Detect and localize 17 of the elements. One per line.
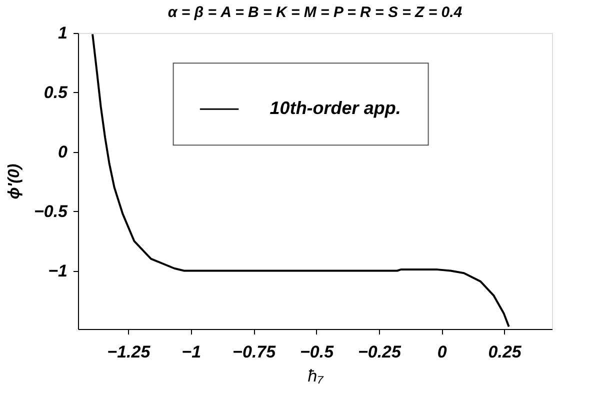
x-tick-label: −0.5 (300, 342, 334, 362)
chart-title: α = β = A = B = K = M = P = R = S = Z = 0.4 (168, 4, 463, 21)
x-tick-label: −0.75 (232, 342, 276, 362)
line-series (92, 33, 510, 328)
y-axis-title: ϕ'(0) (6, 164, 23, 200)
y-tick-label: 1 (58, 24, 68, 42)
y-tick-label: −1 (48, 261, 68, 280)
x-tick-label: −1 (182, 342, 202, 362)
legend-label: 10th-order app. (270, 98, 401, 118)
y-tick-label: 0.5 (44, 82, 68, 102)
x-axis-title: ħ₇ (308, 366, 324, 386)
x-tick-label: −0.25 (358, 342, 402, 362)
y-tick-label: 0 (58, 142, 68, 162)
x-tick-label: 0 (437, 342, 448, 362)
y-tick-label: −0.5 (34, 202, 68, 221)
x-tick-label: −1.25 (107, 342, 151, 362)
x-tick-label: 0.25 (488, 342, 522, 362)
